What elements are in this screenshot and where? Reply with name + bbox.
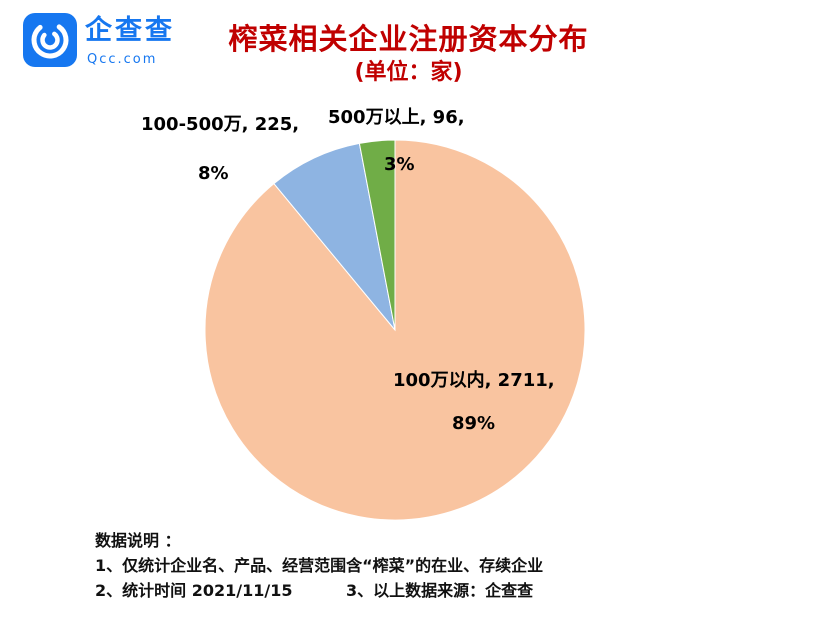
data-note-2: 2、统计时间 2021/11/15 (95, 581, 293, 600)
data-note-1: 1、仅统计企业名、产品、经营范围含“榨菜”的在业、存续企业 (95, 556, 544, 575)
data-note-row2: 2、统计时间 2021/11/15 3、以上数据来源：企查查 (95, 578, 543, 603)
qcc-logo-icon (23, 13, 77, 67)
pie-chart (204, 139, 586, 521)
pie-label-over-500-percent: 3% (384, 154, 415, 175)
pie-label-over-500: 500万以上, 96, (328, 107, 465, 128)
pie-label-under-100: 100万以内, 2711, (393, 370, 555, 391)
logo-domain: Qcc.com (87, 52, 158, 67)
pie-label-100-500: 100-500万, 225, (141, 114, 300, 135)
data-note-3: 3、以上数据来源：企查查 (346, 581, 534, 600)
data-notes: 数据说明 ： 1、仅统计企业名、产品、经营范围含“榨菜”的在业、存续企业 2、统… (95, 528, 543, 603)
pie-slice-500万以上 (358, 139, 396, 331)
pie-label-100-500-percent: 8% (198, 163, 229, 184)
logo-text: 企查查 Qcc.com (85, 12, 175, 67)
logo-brand: 企查查 (85, 15, 175, 46)
chart-title: 榨菜相关企业注册资本分布 (228, 22, 589, 56)
qcc-logo: 企查查 Qcc.com (22, 12, 175, 68)
chart-subtitle: (单位：家) (354, 60, 463, 85)
pie-label-under-100-percent: 89% (452, 413, 496, 434)
pie-slice-100-500万 (273, 142, 396, 331)
data-notes-heading: 数据说明 ： (95, 531, 181, 550)
